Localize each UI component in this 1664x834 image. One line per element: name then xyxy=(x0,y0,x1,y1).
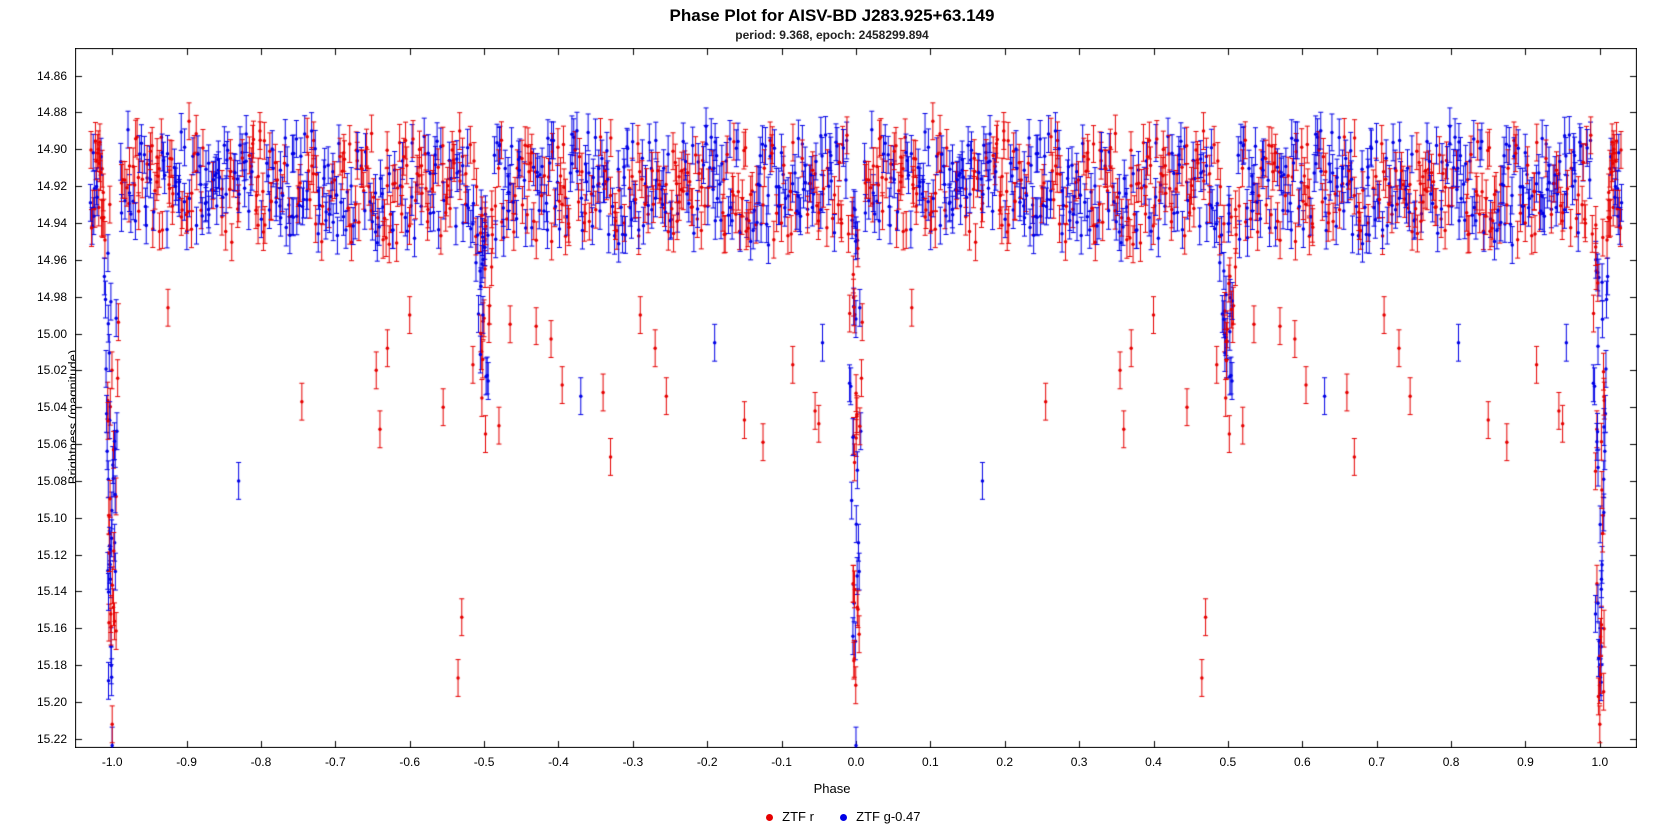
x-tick-label: -0.5 xyxy=(474,755,495,769)
y-tick-label: 14.88 xyxy=(37,105,67,119)
x-tick-label: -0.2 xyxy=(697,755,718,769)
x-tick-label: 0.1 xyxy=(922,755,939,769)
x-tick-label: 0.2 xyxy=(996,755,1013,769)
legend-label-0: ZTF r xyxy=(782,809,814,824)
y-tick-label: 14.96 xyxy=(37,253,67,267)
y-tick-label: 14.86 xyxy=(37,69,67,83)
y-tick-label: 15.12 xyxy=(37,548,67,562)
x-tick-label: 0.0 xyxy=(848,755,865,769)
y-tick-label: 14.92 xyxy=(37,179,67,193)
x-tick-label: 0.8 xyxy=(1443,755,1460,769)
legend-label-1: ZTF g-0.47 xyxy=(856,809,920,824)
chart-title: Phase Plot for AISV-BD J283.925+63.149 xyxy=(0,6,1664,26)
y-tick-label: 15.04 xyxy=(37,400,67,414)
x-tick-label: -0.6 xyxy=(399,755,420,769)
x-tick-label: 0.3 xyxy=(1071,755,1088,769)
x-tick-label: -0.3 xyxy=(623,755,644,769)
x-tick-label: -0.9 xyxy=(176,755,197,769)
x-tick-label: -0.7 xyxy=(325,755,346,769)
x-tick-label: 0.5 xyxy=(1220,755,1237,769)
x-tick-label: 1.0 xyxy=(1591,755,1608,769)
x-tick-label: 0.4 xyxy=(1145,755,1162,769)
legend-marker-1 xyxy=(840,814,847,821)
x-axis-label: Phase xyxy=(0,781,1664,796)
x-tick-label: 0.9 xyxy=(1517,755,1534,769)
chart-legend: ZTF r ZTF g-0.47 xyxy=(0,809,1664,824)
y-tick-label: 15.10 xyxy=(37,511,67,525)
y-tick-label: 14.90 xyxy=(37,142,67,156)
y-tick-label: 15.18 xyxy=(37,658,67,672)
x-tick-label: 0.6 xyxy=(1294,755,1311,769)
y-tick-label: 15.14 xyxy=(37,584,67,598)
y-tick-label: 15.22 xyxy=(37,732,67,746)
x-tick-label: -1.0 xyxy=(102,755,123,769)
y-tick-label: 14.94 xyxy=(37,216,67,230)
y-tick-label: 15.02 xyxy=(37,363,67,377)
y-tick-label: 15.00 xyxy=(37,327,67,341)
x-tick-label: 0.7 xyxy=(1368,755,1385,769)
legend-marker-0 xyxy=(766,814,773,821)
y-tick-label: 15.08 xyxy=(37,474,67,488)
y-tick-label: 15.20 xyxy=(37,695,67,709)
x-tick-label: -0.8 xyxy=(251,755,272,769)
x-tick-label: -0.1 xyxy=(771,755,792,769)
phase-plot: -1.0-0.9-0.8-0.7-0.6-0.5-0.4-0.3-0.2-0.1… xyxy=(75,48,1637,748)
plot-canvas xyxy=(75,48,1637,748)
y-tick-label: 15.16 xyxy=(37,621,67,635)
y-tick-label: 15.06 xyxy=(37,437,67,451)
chart-subtitle: period: 9.368, epoch: 2458299.894 xyxy=(0,28,1664,42)
y-tick-label: 14.98 xyxy=(37,290,67,304)
x-tick-label: -0.4 xyxy=(548,755,569,769)
